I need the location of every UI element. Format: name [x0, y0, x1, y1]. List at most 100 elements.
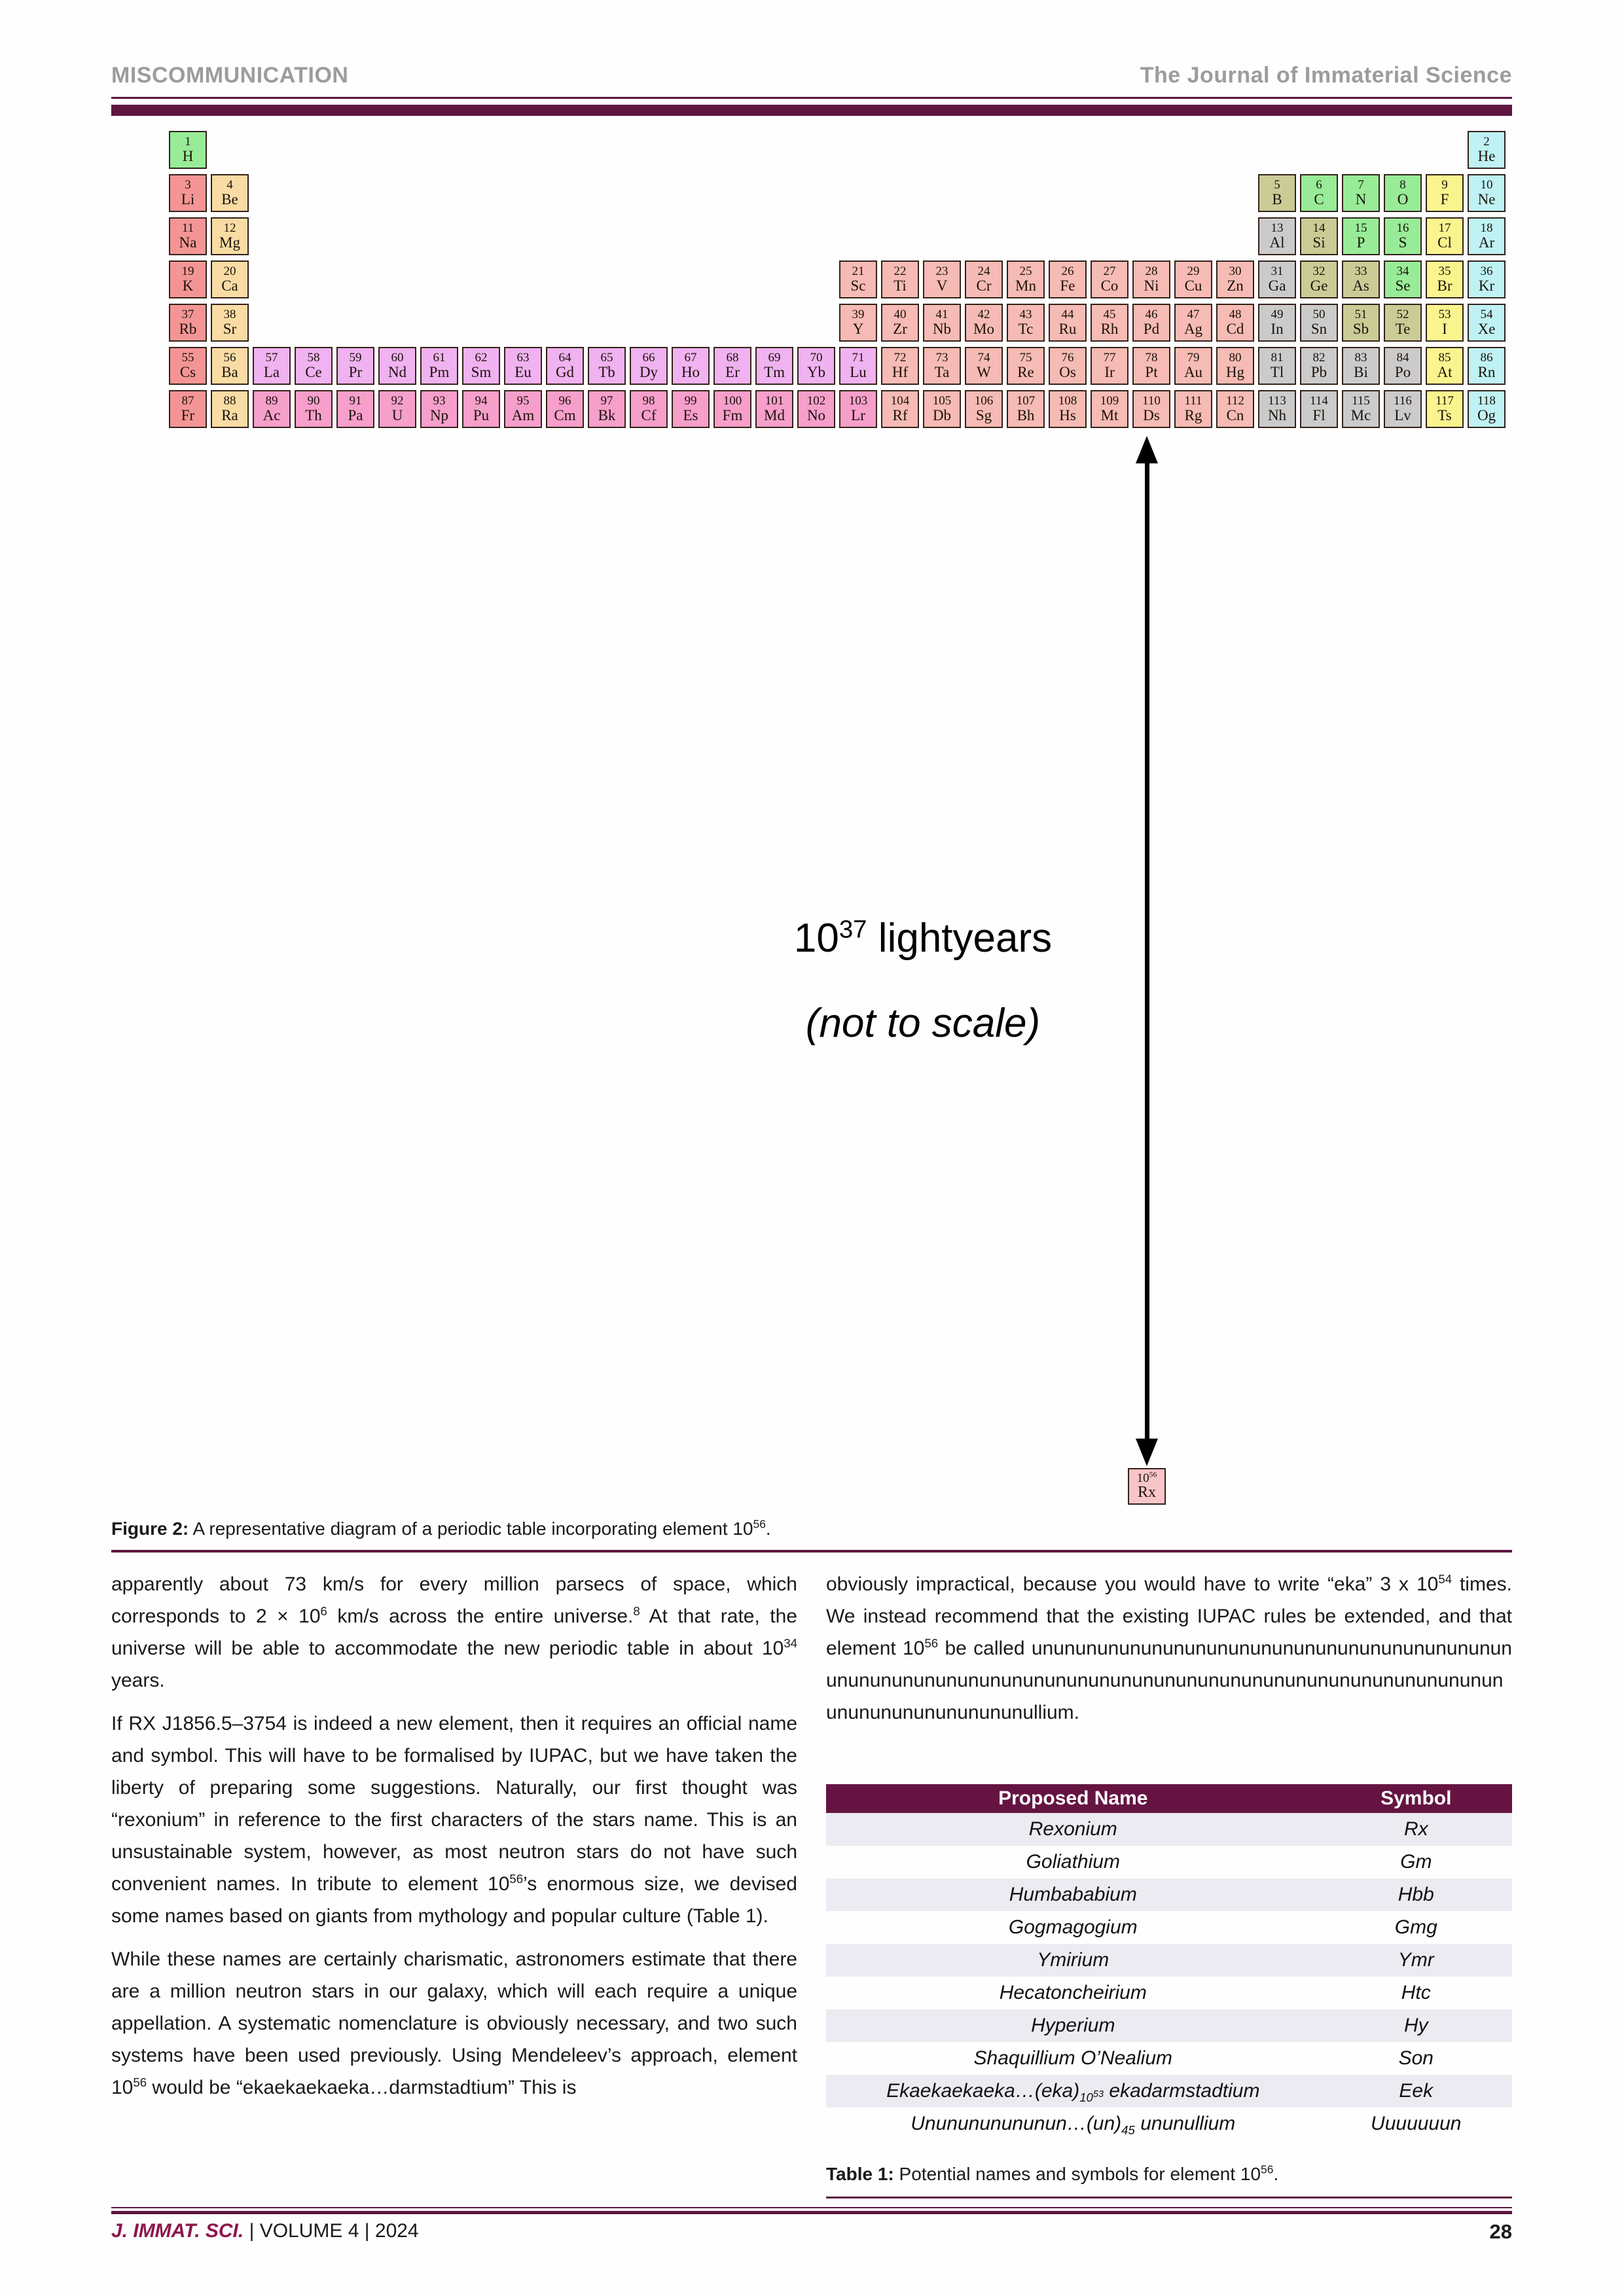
- proposed-name-cell: Hyperium: [826, 2009, 1320, 2042]
- element-cell-He: 2 He: [1468, 131, 1506, 169]
- header-rule-thin: [111, 97, 1512, 99]
- element-cell-Pu: 94 Pu: [462, 390, 500, 428]
- footer-citation: J. IMMAT. SCI. | VOLUME 4 | 2024: [111, 2220, 419, 2242]
- body-paragraph: apparently about 73 km/s for every milli…: [111, 1573, 797, 1691]
- table-row: Shaquillium O’Nealium Son: [826, 2042, 1512, 2075]
- element-cell-Xe: 54 Xe: [1468, 304, 1506, 342]
- footer-volume: | VOLUME 4 | 2024: [249, 2220, 419, 2242]
- element-cell-Po: 84 Po: [1384, 347, 1422, 385]
- element-cell-La: 57 La: [253, 347, 291, 385]
- element-cell-Li: 3 Li: [169, 174, 207, 212]
- body-paragraph: If RX J1856.5–3754 is indeed a new eleme…: [111, 1713, 797, 1927]
- table-row: Ymirium Ymr: [826, 1944, 1512, 1977]
- element-cell-Sr: 38 Sr: [211, 304, 249, 342]
- figure-rule: [111, 1550, 1512, 1552]
- element-cell-Eu: 63 Eu: [504, 347, 542, 385]
- table-row: Humbababium Hbb: [826, 1878, 1512, 1911]
- element-cell-At: 85 At: [1426, 347, 1464, 385]
- proposed-name-cell: Hecatoncheirium: [999, 1982, 1147, 2003]
- symbol-cell: Rx: [1320, 1813, 1512, 1846]
- element-cell-Nh: 113 Nh: [1258, 390, 1296, 428]
- element-cell-Fm: 100 Fm: [713, 390, 751, 428]
- element-cell-Nd: 60 Nd: [378, 347, 416, 385]
- element-cell-Ds: 110 Ds: [1132, 390, 1170, 428]
- arrow-up-head: [1136, 436, 1158, 463]
- table-row: Ekaekaekaeka…(eka)1053 ekadarmstadtium Ee…: [826, 2075, 1512, 2108]
- element-cell-K: 19 K: [169, 260, 207, 298]
- element-cell-Fl: 114 Fl: [1300, 390, 1338, 428]
- element-cell-Es: 99 Es: [672, 390, 710, 428]
- element-cell-Lr: 103 Lr: [839, 390, 877, 428]
- proposed-name-cell: Shaquillium O’Nealium: [973, 2047, 1172, 2069]
- element-cell-Be: 4 Be: [211, 174, 249, 212]
- element-cell-Ir: 77 Ir: [1091, 347, 1128, 385]
- table-row: Hyperium Hy: [826, 2009, 1512, 2042]
- element-cell-Ga: 31 Ga: [1258, 260, 1296, 298]
- element-cell-No: 102 No: [797, 390, 835, 428]
- element-cell-Ac: 89 Ac: [253, 390, 291, 428]
- element-cell-Pt: 78 Pt: [1132, 347, 1170, 385]
- element-cell-Rh: 45 Rh: [1091, 304, 1128, 342]
- element-cell-Mg: 12 Mg: [211, 217, 249, 255]
- proposed-name-cell: Gogmagogium: [1008, 1916, 1138, 1938]
- element-cell-Mc: 115 Mc: [1342, 390, 1380, 428]
- element-cell-Gd: 64 Gd: [546, 347, 584, 385]
- element-cell-Bh: 107 Bh: [1007, 390, 1045, 428]
- proposed-name-cell: Ekaekaekaeka…(eka)1053 ekadarmstadtium: [826, 2075, 1320, 2108]
- element-cell-Ts: 117 Ts: [1426, 390, 1464, 428]
- element-cell-Al: 13 Al: [1258, 217, 1296, 255]
- left-column: apparently about 73 km/s for every milli…: [111, 1568, 797, 2115]
- body-paragraph: obviously impractical, because you would…: [826, 1572, 1512, 1723]
- element-cell-Cn: 112 Cn: [1216, 390, 1254, 428]
- element-cell-Cs: 55 Cs: [169, 347, 207, 385]
- symbol-cell: Ymr: [1320, 1944, 1512, 1977]
- element-cell-Pd: 46 Pd: [1132, 304, 1170, 342]
- element-cell-I: 53 I: [1426, 304, 1464, 342]
- element-cell-U: 92 U: [378, 390, 416, 428]
- table-row: Hecatoncheirium Htc: [826, 1977, 1512, 2009]
- arrow-down-head: [1136, 1439, 1158, 1466]
- element-cell-Np: 93 Np: [420, 390, 458, 428]
- footer-rule-thick: [111, 2211, 1512, 2214]
- table-row: Gogmagogium Gmg: [826, 1911, 1512, 1944]
- column-header-symbol: Symbol: [1320, 1784, 1512, 1813]
- element-cell-Rn: 86 Rn: [1468, 347, 1506, 385]
- element-cell-Mn: 25 Mn: [1007, 260, 1045, 298]
- table-rule: [826, 2197, 1512, 2198]
- element-cell-Rf: 104 Rf: [881, 390, 919, 428]
- rx-symbol: Rx: [1137, 1484, 1156, 1501]
- element-cell-Am: 95 Am: [504, 390, 542, 428]
- element-cell-Ti: 22 Ti: [881, 260, 919, 298]
- element-cell-Cd: 48 Cd: [1216, 304, 1254, 342]
- element-cell-Ni: 28 Ni: [1132, 260, 1170, 298]
- element-cell-Co: 27 Co: [1091, 260, 1128, 298]
- element-cell-Yb: 70 Yb: [797, 347, 835, 385]
- element-cell-Pa: 91 Pa: [336, 390, 374, 428]
- element-cell-S: 16 S: [1384, 217, 1422, 255]
- element-cell-Ru: 44 Ru: [1049, 304, 1087, 342]
- element-cell-Er: 68 Er: [713, 347, 751, 385]
- element-cell-Br: 35 Br: [1426, 260, 1464, 298]
- element-cell-Os: 76 Os: [1049, 347, 1087, 385]
- element-cell-Se: 34 Se: [1384, 260, 1422, 298]
- element-cell-Og: 118 Og: [1468, 390, 1506, 428]
- distance-arrow: [1145, 461, 1149, 1443]
- body-paragraph: While these names are certainly charisma…: [111, 1948, 797, 2098]
- element-cell-Zn: 30 Zn: [1216, 260, 1254, 298]
- element-cell-Cm: 96 Cm: [546, 390, 584, 428]
- right-column: obviously impractical, because you would…: [826, 1568, 1512, 1740]
- footer-rule-thin: [111, 2207, 1512, 2208]
- symbol-cell: Hy: [1320, 2009, 1512, 2042]
- table-row: Goliathium Gm: [826, 1846, 1512, 1878]
- element-cell-Lv: 116 Lv: [1384, 390, 1422, 428]
- element-cell-W: 74 W: [965, 347, 1003, 385]
- element-rx-cell: 1056 Rx: [1128, 1468, 1166, 1505]
- element-cell-Sm: 62 Sm: [462, 347, 500, 385]
- element-cell-Pb: 82 Pb: [1300, 347, 1338, 385]
